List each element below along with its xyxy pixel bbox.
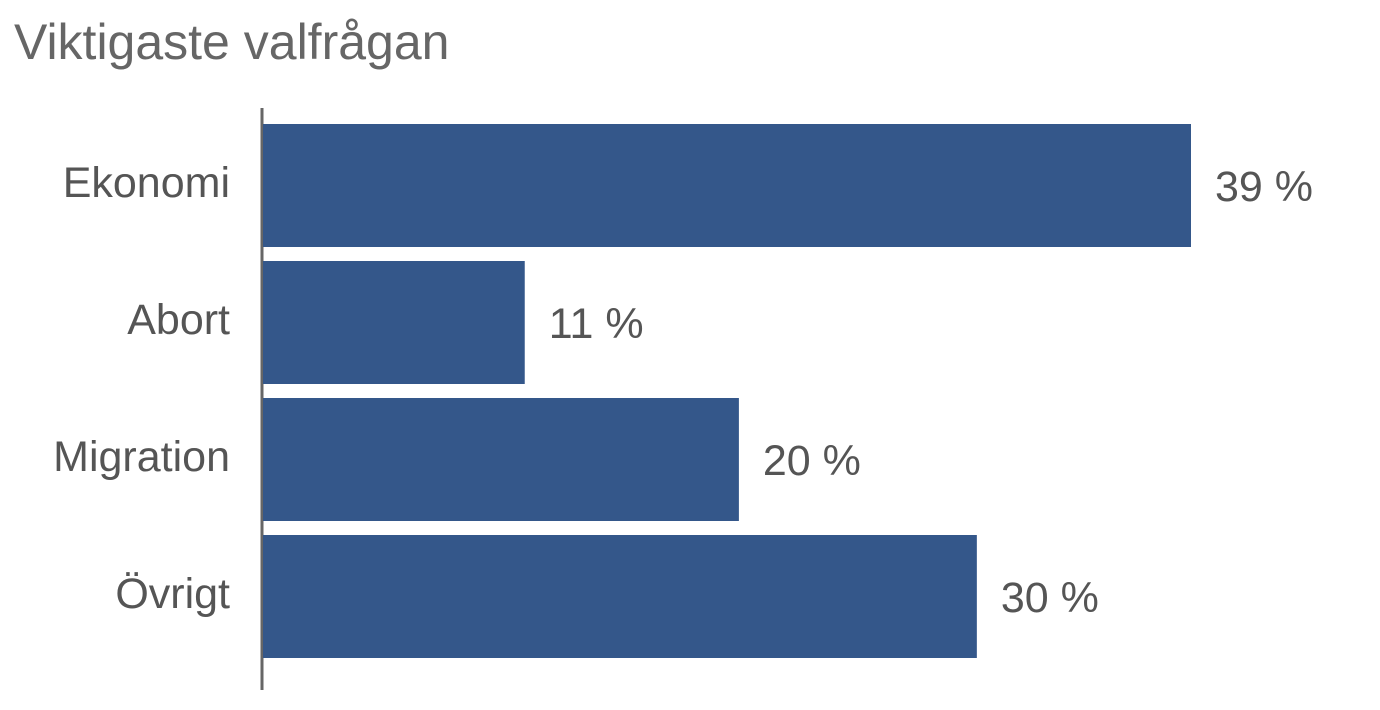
value-label: 30 % — [1001, 574, 1099, 622]
bar — [263, 261, 525, 384]
chart-title: Viktigaste valfrågan — [14, 14, 449, 70]
value-label: 39 % — [1215, 163, 1313, 211]
category-label: Ekonomi — [63, 159, 230, 207]
category-label: Övrigt — [115, 570, 230, 618]
value-label: 20 % — [763, 437, 861, 485]
bar — [263, 398, 739, 521]
bar — [263, 535, 977, 658]
bar — [263, 124, 1191, 247]
category-label: Abort — [127, 296, 230, 344]
category-label: Migration — [53, 433, 230, 481]
value-label: 11 % — [549, 300, 644, 348]
